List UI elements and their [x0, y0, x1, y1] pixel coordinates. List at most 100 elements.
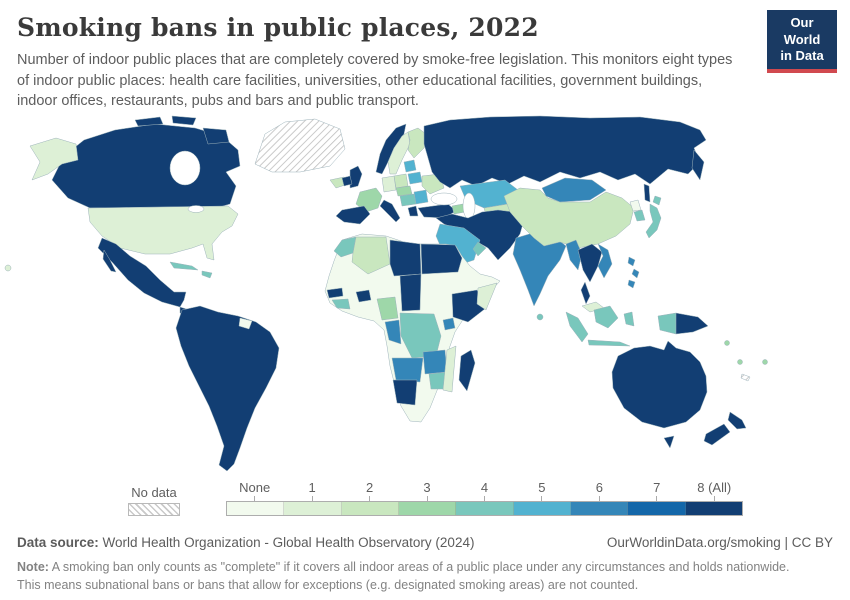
country-hispaniola[interactable]: [201, 270, 213, 278]
legend-bin[interactable]: 6: [571, 480, 628, 501]
country-mexico[interactable]: [97, 237, 187, 307]
legend-bin-swatch[interactable]: [398, 501, 457, 515]
country-alaska[interactable]: [29, 137, 79, 180]
country-new-zealand-south[interactable]: [703, 423, 731, 445]
country-australia[interactable]: [611, 340, 708, 428]
legend-bin[interactable]: 5: [513, 480, 570, 501]
country-canada-arctic-island[interactable]: [134, 116, 164, 126]
owid-logo[interactable]: Our World in Data: [767, 10, 837, 73]
country-russia-kamchatka[interactable]: [691, 149, 705, 180]
world-map[interactable]: [0, 114, 850, 478]
country-cuba[interactable]: [169, 261, 199, 270]
country-morocco[interactable]: [333, 236, 357, 257]
region-czech-austria[interactable]: [395, 185, 413, 196]
country-germany[interactable]: [381, 175, 397, 192]
country-mexico-baja[interactable]: [102, 249, 117, 272]
country-norway[interactable]: [375, 123, 407, 174]
region-iberia[interactable]: [335, 205, 371, 224]
country-france[interactable]: [355, 187, 383, 212]
region-new-caledonia[interactable]: [740, 373, 751, 381]
country-guyana[interactable]: [238, 317, 253, 329]
legend-bin[interactable]: 7: [628, 480, 685, 501]
country-russia-sakhalin[interactable]: [643, 183, 651, 202]
region-thai-peninsula[interactable]: [580, 281, 591, 304]
country-finland[interactable]: [407, 127, 427, 158]
legend-bin[interactable]: 8 (All): [686, 480, 743, 501]
country-india[interactable]: [512, 231, 567, 306]
country-japan[interactable]: [645, 203, 662, 238]
region-solomon-islands[interactable]: [724, 339, 730, 346]
country-poland[interactable]: [393, 173, 409, 188]
legend-no-data[interactable]: No data: [128, 485, 180, 516]
legend-bin-swatch[interactable]: [513, 501, 571, 515]
region-baltics[interactable]: [403, 159, 417, 172]
legend-bin[interactable]: None: [226, 480, 283, 501]
country-canada-arctic-island[interactable]: [171, 115, 197, 125]
country-new-zealand-north[interactable]: [727, 411, 747, 429]
legend-bin-swatch[interactable]: [570, 501, 629, 515]
country-indonesia-borneo[interactable]: [593, 305, 619, 328]
country-uganda[interactable]: [442, 317, 456, 330]
country-philippines[interactable]: [627, 279, 636, 288]
country-australia-tasmania[interactable]: [663, 435, 675, 448]
legend-bin-swatch[interactable]: [685, 501, 742, 515]
country-indonesia-sulawesi[interactable]: [623, 311, 635, 326]
country-vietnam[interactable]: [597, 243, 613, 278]
legend-bin-swatch[interactable]: [456, 501, 514, 515]
country-romania[interactable]: [413, 189, 429, 204]
country-egypt[interactable]: [420, 243, 463, 274]
country-myanmar[interactable]: [565, 239, 583, 270]
country-burkina-faso[interactable]: [355, 289, 372, 302]
legend-bin[interactable]: 2: [341, 480, 398, 501]
country-angola[interactable]: [391, 357, 424, 382]
country-mongolia[interactable]: [541, 177, 607, 202]
country-namibia[interactable]: [392, 379, 418, 405]
country-indonesia-sumatra[interactable]: [565, 311, 589, 342]
legend-bin-swatch[interactable]: [284, 501, 342, 515]
country-chad[interactable]: [399, 273, 422, 311]
legend-bin[interactable]: 3: [398, 480, 455, 501]
country-greece[interactable]: [407, 205, 419, 216]
country-canada-baffin[interactable]: [202, 127, 230, 144]
region-vanuatu[interactable]: [737, 358, 743, 365]
region-thailand-laos[interactable]: [577, 243, 603, 282]
country-indonesia-papua[interactable]: [657, 312, 677, 334]
country-russia[interactable]: [423, 115, 707, 188]
country-oman[interactable]: [472, 241, 487, 256]
legend-bin[interactable]: 1: [283, 480, 340, 501]
legend-bin-swatch[interactable]: [227, 501, 285, 515]
legend-bin-swatch[interactable]: [341, 501, 399, 515]
region-fiji[interactable]: [762, 358, 768, 365]
country-algeria[interactable]: [351, 236, 391, 274]
country-indonesia-java[interactable]: [587, 339, 631, 346]
legend-bin[interactable]: 4: [456, 480, 513, 501]
black-sea: [430, 192, 458, 205]
country-papua-new-guinea[interactable]: [675, 312, 709, 334]
country-philippines[interactable]: [631, 268, 640, 278]
country-madagascar[interactable]: [458, 349, 476, 391]
legend-bin-swatch[interactable]: [628, 501, 686, 515]
country-china[interactable]: [503, 187, 635, 248]
region-hungary-balkans[interactable]: [399, 193, 417, 206]
country-ireland[interactable]: [341, 175, 353, 186]
chart-header: Smoking bans in public places, 2022 Numb…: [0, 0, 850, 112]
license-link[interactable]: OurWorldinData.org/smoking | CC BY: [606, 534, 833, 550]
country-italy[interactable]: [379, 199, 401, 222]
country-mozambique[interactable]: [442, 345, 457, 392]
country-philippines[interactable]: [627, 256, 636, 266]
country-greenland[interactable]: [254, 118, 346, 172]
region-south-america[interactable]: [175, 305, 280, 471]
region-gabon-congo[interactable]: [384, 319, 402, 344]
country-nigeria[interactable]: [376, 296, 399, 320]
country-somalia[interactable]: [476, 282, 498, 310]
country-sri-lanka[interactable]: [536, 313, 544, 320]
country-japan-hokkaido[interactable]: [652, 195, 662, 205]
region-guinea[interactable]: [331, 298, 351, 309]
country-south-korea[interactable]: [633, 209, 646, 221]
country-senegal[interactable]: [326, 287, 344, 298]
country-zambia[interactable]: [422, 349, 448, 374]
country-libya[interactable]: [389, 239, 422, 276]
country-belarus[interactable]: [407, 171, 423, 184]
country-uk[interactable]: [349, 165, 363, 188]
country-hawaii[interactable]: [4, 264, 12, 271]
